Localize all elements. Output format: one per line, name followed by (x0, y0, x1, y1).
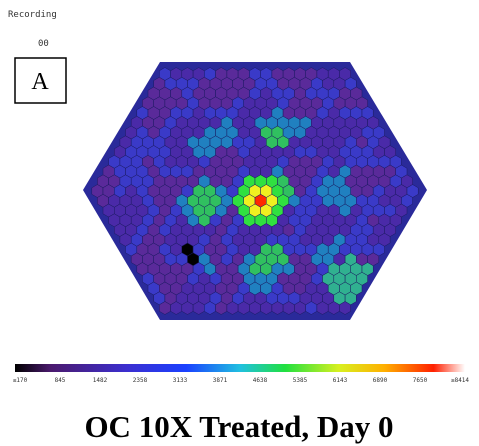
panel-box (14, 57, 67, 104)
panel-label: A (31, 69, 49, 95)
colorbar-label: 6890 (373, 377, 388, 384)
frame-label: 00 (38, 39, 49, 49)
colorbar-label: 6143 (333, 377, 348, 384)
recording-label: Recording (8, 10, 57, 20)
electrode-array (91, 67, 419, 315)
electrode-cell (339, 301, 351, 315)
colorbar (15, 364, 465, 372)
figure-title: OC 10X Treated, Day 0 (84, 409, 393, 444)
colorbar-label: 2358 (133, 377, 148, 384)
colorbar-label: ≥8414 (451, 377, 469, 384)
colorbar-label: ≤170 (13, 377, 28, 384)
colorbar-label: 4638 (253, 377, 268, 384)
colorbar-label: 5385 (293, 377, 308, 384)
colorbar-label: 845 (55, 377, 66, 384)
colorbar-label: 7650 (413, 377, 428, 384)
colorbar-label: 1482 (93, 377, 108, 384)
colorbar-ticks: ≤170 845 1482 2358 3133 3871 4638 5385 6143 6890 7… (13, 377, 470, 384)
colorbar-label: 3871 (213, 377, 228, 384)
colorbar-label: 3133 (173, 377, 188, 384)
